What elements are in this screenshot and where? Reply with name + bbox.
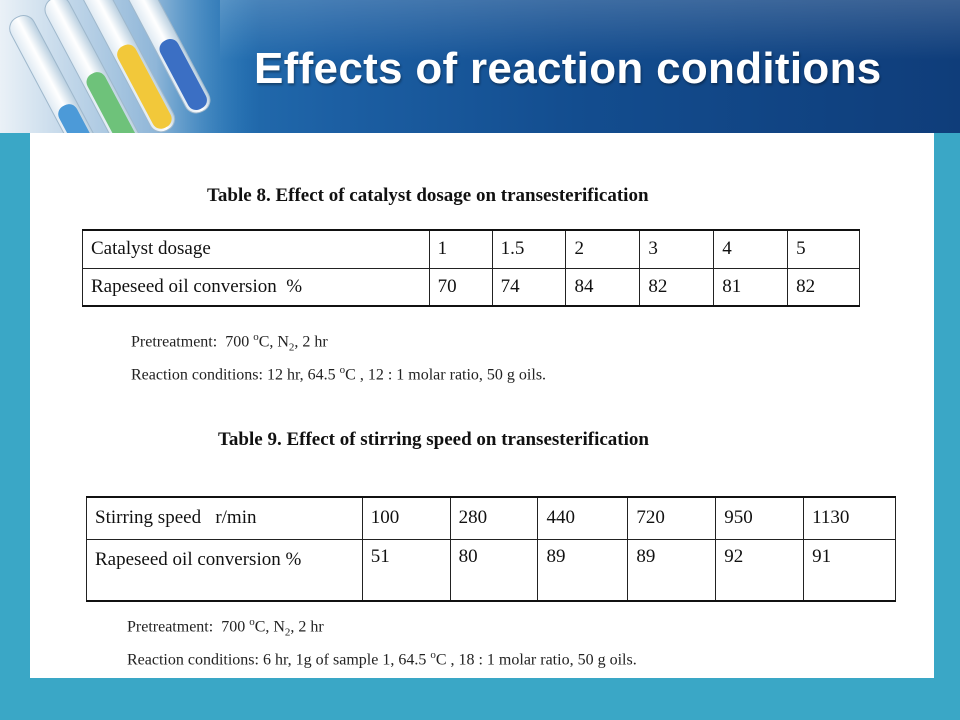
table-cell: 1130 <box>803 496 896 540</box>
table-row: Rapeseed oil conversion % 70 74 84 82 81… <box>82 267 860 307</box>
table9: Stirring speed r/min 100 280 440 720 950… <box>86 496 896 602</box>
reaction-conditions-note: Reaction conditions: 12 hr, 64.5 oC , 12… <box>131 363 547 383</box>
table-cell: 81 <box>713 267 789 307</box>
table-cell: Rapeseed oil conversion % <box>82 267 430 307</box>
table-cell: 1.5 <box>491 229 567 269</box>
table-cell: 4 <box>713 229 789 269</box>
table9-notes: Pretreatment: 700 oC, N2, 2 hr Reaction … <box>127 611 637 671</box>
slide-title: Effects of reaction conditions <box>254 44 882 93</box>
table8-caption: Table 8. Effect of catalyst dosage on tr… <box>207 185 649 206</box>
table-cell: 92 <box>715 538 805 602</box>
table-cell: 82 <box>639 267 715 307</box>
table-cell: 5 <box>787 229 860 269</box>
table-cell: 2 <box>565 229 641 269</box>
table-cell: 280 <box>449 496 539 540</box>
table8-notes: Pretreatment: 700 oC, N2, 2 hr Reaction … <box>131 326 546 386</box>
table-cell: 3 <box>639 229 715 269</box>
table-cell: 89 <box>537 538 629 602</box>
header-banner: Effects of reaction conditions <box>0 0 960 133</box>
table-cell: 51 <box>361 538 451 602</box>
reaction-conditions-note: Reaction conditions: 6 hr, 1g of sample … <box>127 648 637 668</box>
table-cell: 89 <box>627 538 717 602</box>
table-cell: 91 <box>803 538 896 602</box>
table-cell: 82 <box>787 267 860 307</box>
table-cell: 1 <box>428 229 493 269</box>
table-cell: 440 <box>537 496 629 540</box>
pretreatment-note: Pretreatment: 700 oC, N2, 2 hr <box>127 616 324 639</box>
table-row: Stirring speed r/min 100 280 440 720 950… <box>86 496 896 540</box>
table9-caption: Table 9. Effect of stirring speed on tra… <box>218 429 649 450</box>
table-cell: 100 <box>361 496 451 540</box>
table-cell: Rapeseed oil conversion % <box>86 538 363 602</box>
table8: Catalyst dosage 1 1.5 2 3 4 5 Rapeseed o… <box>82 229 860 307</box>
test-tubes-graphic <box>0 0 260 133</box>
table-cell: 74 <box>491 267 567 307</box>
table-row: Catalyst dosage 1 1.5 2 3 4 5 <box>82 229 860 269</box>
table-cell: Catalyst dosage <box>82 229 430 269</box>
table-cell: 80 <box>449 538 539 602</box>
table-cell: 84 <box>565 267 641 307</box>
table-cell: Stirring speed r/min <box>86 496 363 540</box>
table-cell: 720 <box>627 496 717 540</box>
table-row: Rapeseed oil conversion % 51 80 89 89 92… <box>86 538 896 602</box>
table-cell: 950 <box>715 496 805 540</box>
table-cell: 70 <box>428 267 493 307</box>
pretreatment-note: Pretreatment: 700 oC, N2, 2 hr <box>131 331 328 354</box>
